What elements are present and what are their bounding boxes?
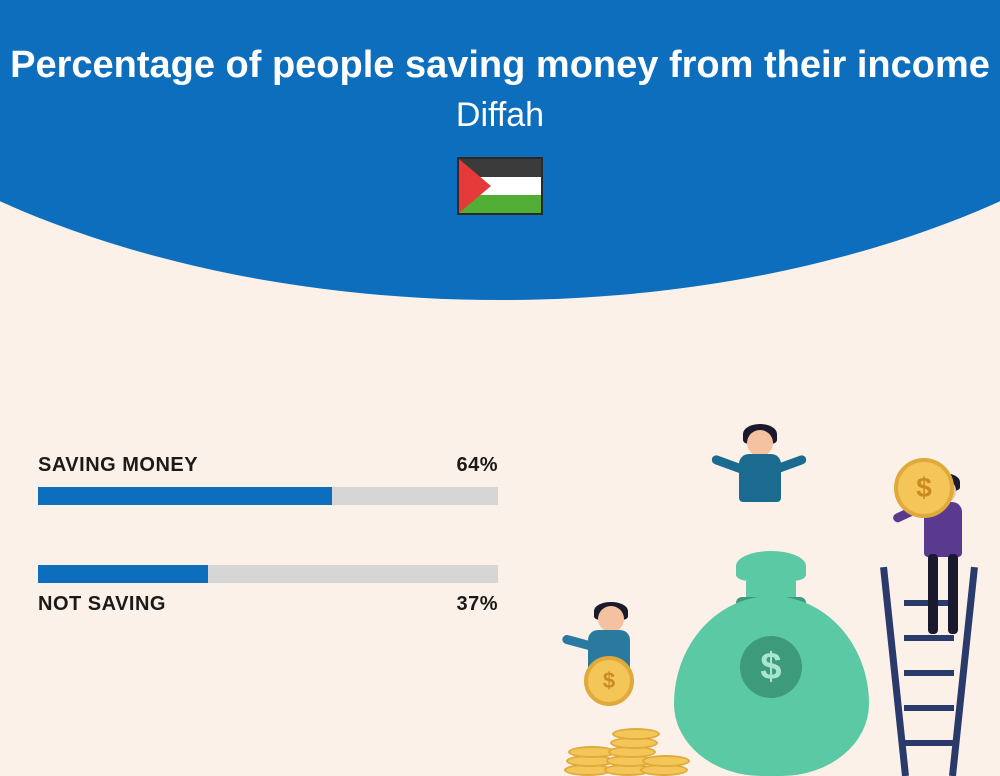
savings-illustration: $ $ $ (554, 436, 984, 776)
bar-fill (38, 487, 332, 505)
bar-label-row: SAVING MONEY 64% (38, 454, 498, 477)
page-subtitle: Diffah (0, 96, 1000, 135)
bar-value: 37% (456, 593, 498, 616)
flag-triangle (459, 159, 491, 213)
dollar-icon: $ (740, 636, 802, 698)
bar-item-not-saving: NOT SAVING 37% (38, 565, 498, 616)
person-head (747, 430, 773, 456)
coin-icon: $ (894, 458, 954, 518)
person-leg (948, 554, 958, 634)
person-body (739, 454, 781, 502)
bar-item-saving: SAVING MONEY 64% (38, 454, 498, 505)
ladder-rung (904, 670, 954, 676)
page-title: Percentage of people saving money from t… (0, 42, 1000, 90)
bar-fill (38, 565, 208, 583)
ladder-rung (904, 740, 954, 746)
bar-value: 64% (456, 454, 498, 477)
person-legs (928, 554, 958, 634)
bar-label: SAVING MONEY (38, 454, 198, 477)
money-bag-icon: $ (674, 541, 869, 776)
header: Percentage of people saving money from t… (0, 0, 1000, 215)
coin-flat-icon (642, 755, 690, 767)
bar-label: NOT SAVING (38, 593, 166, 616)
bar-chart: SAVING MONEY 64% NOT SAVING 37% (38, 454, 498, 676)
flag-icon (457, 157, 543, 215)
bar-label-row: NOT SAVING 37% (38, 593, 498, 616)
person-leg (928, 554, 938, 634)
coin-stack-icon (564, 696, 684, 776)
bar-track (38, 487, 498, 505)
coin-flat-icon (612, 728, 660, 740)
bar-track (38, 565, 498, 583)
person-head (598, 606, 624, 632)
person-icon (719, 426, 799, 546)
ladder-rung (904, 705, 954, 711)
